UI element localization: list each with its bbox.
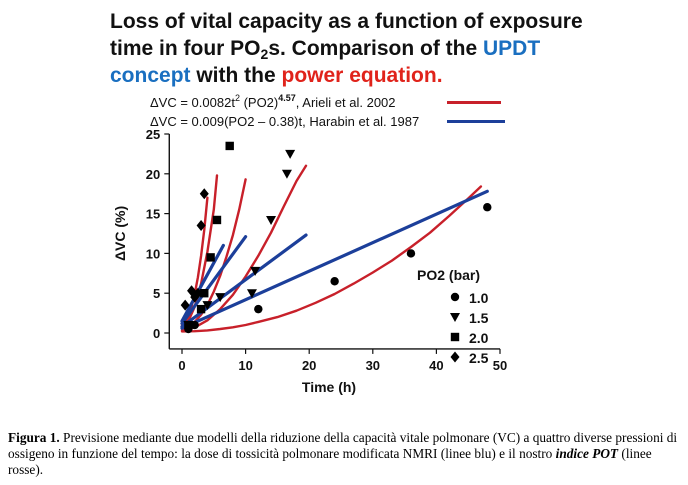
eq1-exponent-2: 2: [234, 93, 240, 103]
legend-marker-square: [450, 332, 460, 342]
eq1-text: ΔVC = 0.0082t: [150, 95, 235, 110]
axes: 0 10 20 30 40 50 0 5 10 15 20 25 Time (h) ΔVC (%): [112, 127, 507, 395]
data-point-circle: [330, 277, 339, 286]
legend-label: 1.5: [469, 310, 489, 326]
caption-text: Previsione mediante due modelli della ri…: [8, 430, 678, 461]
caption-label: Figura 1.: [8, 430, 60, 445]
legend-line-red: [447, 101, 501, 104]
data-point-square: [184, 320, 193, 330]
x-tick-label: 10: [238, 358, 252, 373]
y-tick-label: 15: [146, 207, 160, 222]
data-point-circle: [190, 320, 199, 330]
data-point-triangle-down: [215, 293, 226, 303]
y-tick-label: 0: [153, 326, 160, 341]
data-point-square: [196, 304, 206, 314]
eq1-exponent: 4.57: [278, 93, 296, 103]
legend-label: 2.5: [469, 350, 489, 366]
data-point-diamond: [180, 299, 190, 311]
data-point-circle: [483, 203, 492, 212]
legend-label: 1.0: [469, 290, 489, 306]
data-point-triangle-down: [202, 301, 213, 311]
blue-line: [180, 189, 489, 330]
figure-caption: Figura 1. Previsione mediante due modell…: [8, 430, 684, 478]
y-axis-label: ΔVC (%): [112, 206, 128, 261]
legend-label: 2.0: [469, 330, 489, 346]
blue-line: [180, 243, 225, 323]
data-point-square: [225, 141, 234, 151]
blue-model-lines: [180, 189, 489, 330]
data-point-square: [200, 289, 209, 298]
legend-line-blue: [447, 120, 505, 123]
data-point-diamond: [199, 188, 209, 200]
caption-italic: indice POT: [555, 446, 619, 461]
x-axis-label: Time (h): [302, 379, 356, 395]
data-point-triangle-down: [281, 169, 292, 179]
data-point-triangle-down: [285, 149, 296, 159]
data-point-diamond: [196, 220, 206, 232]
data-point-circle: [406, 249, 416, 258]
y-tick-label: 25: [146, 127, 160, 142]
title-line-1: Loss of vital capacity as a function of …: [110, 10, 583, 33]
y-tick-label: 5: [153, 286, 160, 301]
x-tick-label: 0: [178, 358, 185, 373]
x-tick-label: 50: [493, 358, 507, 373]
eq1-text: (PO2): [239, 95, 279, 110]
title-text: time in four PO: [110, 37, 261, 60]
chart-title: Loss of vital capacity as a function of …: [110, 8, 670, 89]
x-tick-label: 40: [429, 358, 443, 373]
y-tick-label: 20: [146, 167, 160, 182]
equation-arieli: ΔVC = 0.0082t2 (PO2)4.57, Arieli et al. …: [150, 93, 396, 111]
legend-title: PO2 (bar): [417, 267, 480, 283]
red-curve: [180, 185, 483, 333]
red-curve: [180, 164, 308, 332]
legend-marker-diamond: [450, 351, 460, 363]
data-point-triangle-down: [246, 289, 257, 299]
data-point-square: [212, 215, 222, 225]
y-tick-label: 10: [146, 246, 160, 261]
title-text: s. Comparison of the: [268, 37, 483, 60]
marker-legend: PO2 (bar) 1.0 1.5 2.0 2.5: [417, 267, 489, 366]
title-power-equation: power equation.: [281, 64, 443, 87]
x-tick-label: 20: [302, 358, 316, 373]
x-tick-label: 30: [366, 358, 380, 373]
eq1-citation: , Arieli et al. 2002: [295, 95, 396, 110]
data-point-square: [206, 253, 215, 262]
legend-marker-circle: [450, 292, 460, 302]
eq2-text: ΔVC = 0.009(PO2 – 0.38)t, Harabin et al.…: [150, 114, 420, 129]
data-point-diamond: [193, 287, 203, 299]
title-updt: UPDT: [483, 37, 541, 60]
legend-marker-triangle-down: [450, 313, 460, 322]
equation-harabin: ΔVC = 0.009(PO2 – 0.38)t, Harabin et al.…: [150, 114, 419, 129]
caption-text-end: (linee rosse).: [8, 446, 652, 477]
title-subscript: 2: [260, 46, 269, 62]
title-concept: concept: [110, 64, 191, 87]
title-text: with the: [190, 64, 282, 87]
data-points: [180, 141, 492, 334]
data-point-triangle-down: [266, 215, 277, 225]
blue-line: [180, 235, 248, 326]
data-point-triangle-down: [250, 266, 261, 276]
data-point-circle: [254, 304, 263, 314]
